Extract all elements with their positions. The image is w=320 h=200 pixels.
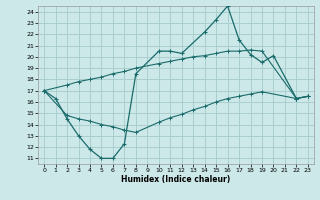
X-axis label: Humidex (Indice chaleur): Humidex (Indice chaleur) [121, 175, 231, 184]
